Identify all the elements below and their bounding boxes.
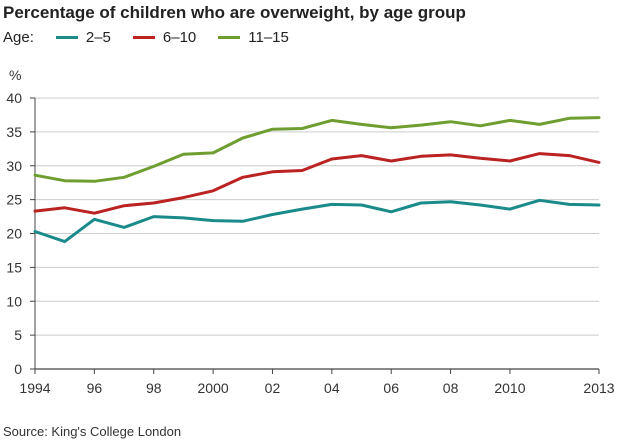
x-tick-label: 08 <box>443 380 459 396</box>
x-tick-label: 98 <box>146 380 162 396</box>
x-tick-label: 2010 <box>494 380 525 396</box>
x-tick-label: 96 <box>87 380 103 396</box>
x-tick-label: 06 <box>383 380 399 396</box>
legend-label-11-15: 11–15 <box>248 29 289 46</box>
y-tick-label: 0 <box>14 361 22 377</box>
x-tick-label: 04 <box>324 380 340 396</box>
chart-title: Percentage of children who are overweigh… <box>3 3 466 22</box>
x-tick-label: 2013 <box>583 380 614 396</box>
series-line-2-5 <box>33 198 601 244</box>
y-tick-label: 35 <box>6 124 22 140</box>
y-tick-label: 30 <box>6 158 22 174</box>
series-line-6-10 <box>33 152 601 215</box>
x-tick-label: 02 <box>265 380 281 396</box>
legend-item-6-10: 6–10 <box>132 29 197 46</box>
y-tick-label: 25 <box>6 192 22 208</box>
y-tick-label: 10 <box>6 293 22 309</box>
source-note: Source: King's College London <box>3 424 182 439</box>
gridlines <box>34 97 599 370</box>
y-axis-unit-label: % <box>9 67 21 83</box>
y-tick-label: 15 <box>6 259 22 275</box>
legend-item-2-5: 2–5 <box>55 29 111 46</box>
y-axis-ticks: 0 5 10 15 20 25 30 35 40 <box>6 90 35 377</box>
legend-title: Age: <box>3 29 34 46</box>
legend-label-2-5: 2–5 <box>85 29 111 46</box>
x-tick-label: 1994 <box>19 380 50 396</box>
x-tick-label: 2000 <box>198 380 229 396</box>
y-tick-label: 5 <box>14 327 22 343</box>
legend-label-6-10: 6–10 <box>162 29 197 46</box>
y-tick-label: 40 <box>6 90 22 106</box>
legend-swatch-6-10 <box>132 36 155 39</box>
legend-item-11-15: 11–15 <box>218 29 289 46</box>
line-chart: 0 5 10 15 20 25 30 35 40 1994 96 98 2000 02 04 06 08 201… <box>6 67 615 396</box>
series-line-11-15 <box>33 116 601 183</box>
series-lines <box>33 116 601 244</box>
y-tick-label: 20 <box>6 226 22 242</box>
legend-swatch-2-5 <box>55 36 78 39</box>
legend: Age: 2–5 6–10 11–15 <box>3 29 311 46</box>
x-axis-ticks: 1994 96 98 2000 02 04 06 08 2010 2013 <box>19 369 615 396</box>
legend-swatch-11-15 <box>218 36 241 39</box>
